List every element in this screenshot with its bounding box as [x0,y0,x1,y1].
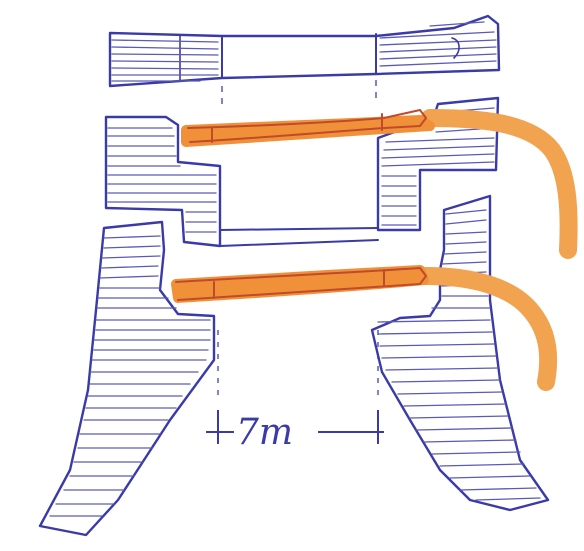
left-upper-wall [104,115,222,248]
top-slab-hatch-right [379,21,497,67]
dimension-label: 7m [236,412,293,453]
middle-slab [219,227,379,247]
top-slab [108,14,501,88]
left-lower-wall [38,220,216,537]
lower-pipe [171,265,558,391]
top-slab-hatch-left [111,39,219,82]
dimension-annotation: 7m [206,410,384,453]
right-lower-wall [370,194,550,512]
upper-pipe-tail [421,109,578,259]
upper-pipe [181,109,578,259]
reference-lines [217,80,379,400]
lower-pipe-tail [417,267,558,391]
